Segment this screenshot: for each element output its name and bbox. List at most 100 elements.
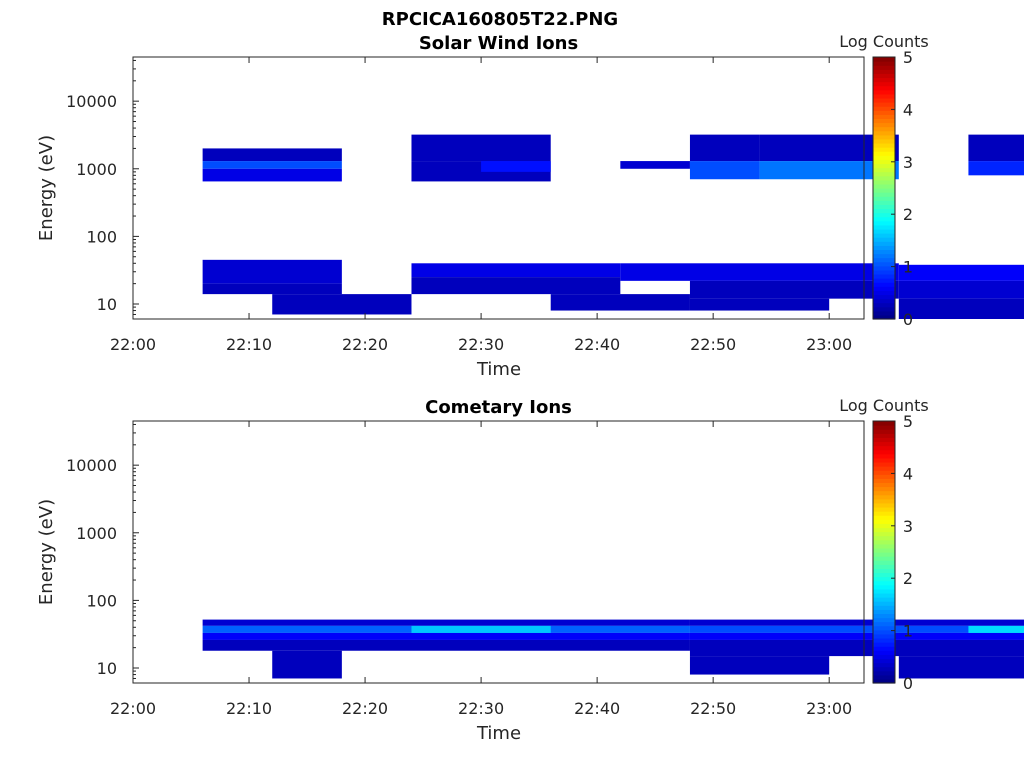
heatmap-cell	[202, 148, 342, 162]
figure-title: RPCICA160805T22.PNG	[382, 9, 618, 30]
colorbar-segment	[873, 134, 895, 140]
colorbar-segment	[873, 547, 895, 553]
colorbar-segment	[873, 474, 895, 479]
colorbar-segment	[873, 461, 895, 467]
colorbar-segment	[873, 539, 895, 545]
colorbar-segment	[873, 77, 895, 83]
x-tick-label: 22:10	[226, 699, 272, 718]
colorbar-segment	[873, 237, 895, 242]
heatmap-cell	[968, 625, 1024, 633]
heatmap-cell	[898, 656, 1024, 679]
colorbar-segment	[873, 261, 895, 267]
colorbar-segment	[873, 642, 895, 647]
colorbar-segment	[873, 584, 895, 590]
heatmap-cell	[968, 134, 1024, 162]
heatmap-cell	[481, 161, 551, 172]
x-tick-label: 22:40	[574, 335, 620, 354]
panel-title: Solar Wind Ions	[419, 33, 578, 54]
colorbar-segment	[873, 601, 895, 606]
colorbar-segment	[873, 188, 895, 193]
colorbar-segment	[873, 662, 895, 668]
colorbar-segment	[873, 269, 895, 275]
colorbar-segment	[873, 179, 895, 185]
colorbar-segment	[873, 73, 895, 79]
x-tick-label: 22:20	[342, 335, 388, 354]
x-tick-label: 22:40	[574, 699, 620, 718]
colorbar-segment	[873, 220, 895, 226]
heatmap-cell	[689, 134, 760, 162]
colorbar-segment	[873, 228, 895, 234]
colorbar-segment	[873, 568, 895, 574]
colorbar-segment	[873, 175, 895, 181]
colorbar-segment	[873, 457, 895, 463]
colorbar-tick-label: 3	[903, 153, 913, 172]
colorbar-segment	[873, 490, 895, 496]
y-tick-label: 100	[86, 591, 117, 610]
colorbar-tick-label: 4	[903, 100, 913, 119]
heatmap-cell	[898, 264, 1024, 281]
colorbar-segment	[873, 93, 895, 99]
colorbar-segment	[873, 511, 895, 516]
colorbar-segment	[873, 212, 895, 218]
colorbar-segment	[873, 265, 895, 271]
heatmap-cell	[898, 280, 1024, 299]
colorbar-segment	[873, 249, 895, 255]
colorbar-segment	[873, 122, 895, 128]
colorbar-segment	[873, 57, 895, 62]
colorbar-segment	[873, 621, 895, 627]
colorbar-segment	[873, 163, 895, 169]
colorbar-segment	[873, 257, 895, 263]
heatmap-cell	[202, 168, 342, 182]
colorbar-segment	[873, 89, 895, 95]
colorbar-segment	[873, 61, 895, 66]
colorbar-segment	[873, 556, 895, 561]
x-tick-label: 22:50	[690, 699, 736, 718]
colorbar-segment	[873, 646, 895, 651]
colorbar-segment	[873, 637, 895, 643]
colorbar-segment	[873, 224, 895, 230]
heatmap-cell	[689, 632, 1024, 640]
colorbar-tick-label: 4	[903, 464, 913, 483]
panel-title: Cometary Ions	[425, 397, 572, 418]
colorbar-segment	[873, 494, 895, 500]
colorbar-segment	[873, 433, 895, 438]
colorbar-segment	[873, 81, 895, 87]
colorbar-segment	[873, 204, 895, 210]
heatmap-cell	[620, 263, 899, 281]
colorbar-tick-label: 2	[903, 205, 913, 224]
colorbar-segment	[873, 654, 895, 660]
colorbar-segment	[873, 666, 895, 672]
colorbar-segment	[873, 302, 895, 308]
heatmap-cell	[202, 283, 342, 295]
y-axis-label: Energy (eV)	[36, 135, 57, 241]
colorbar-segment	[873, 216, 895, 222]
colorbar-segment	[873, 576, 895, 582]
colorbar-segment	[873, 670, 895, 676]
heatmap-cell	[689, 298, 830, 311]
colorbar-segment	[873, 523, 895, 529]
colorbar-segment	[873, 502, 895, 508]
heatmap-cell	[550, 294, 690, 311]
colorbar-frame	[872, 56, 896, 320]
colorbar-segment	[873, 200, 895, 205]
x-tick-label: 22:20	[342, 699, 388, 718]
x-axis-label: Time	[476, 723, 521, 744]
colorbar-segment	[873, 515, 895, 520]
colorbar-segment	[873, 69, 895, 74]
colorbar-segment	[873, 253, 895, 259]
colorbar-segment	[873, 286, 895, 291]
colorbar-segment	[873, 273, 895, 279]
colorbar-segment	[873, 306, 895, 312]
colorbar-segment	[873, 629, 895, 635]
colorbar-label: Log Counts	[839, 396, 929, 415]
y-tick-label: 10	[97, 659, 117, 678]
y-tick-label: 1000	[76, 160, 117, 179]
colorbar-segment	[873, 97, 895, 103]
colorbar-segment	[873, 466, 895, 471]
heatmap-cell	[411, 134, 551, 162]
heatmap-cell	[968, 161, 1024, 176]
colorbar-segment	[873, 106, 895, 111]
colorbar-segment	[873, 564, 895, 569]
colorbar-segment	[873, 482, 895, 488]
colorbar-segment	[873, 592, 895, 598]
